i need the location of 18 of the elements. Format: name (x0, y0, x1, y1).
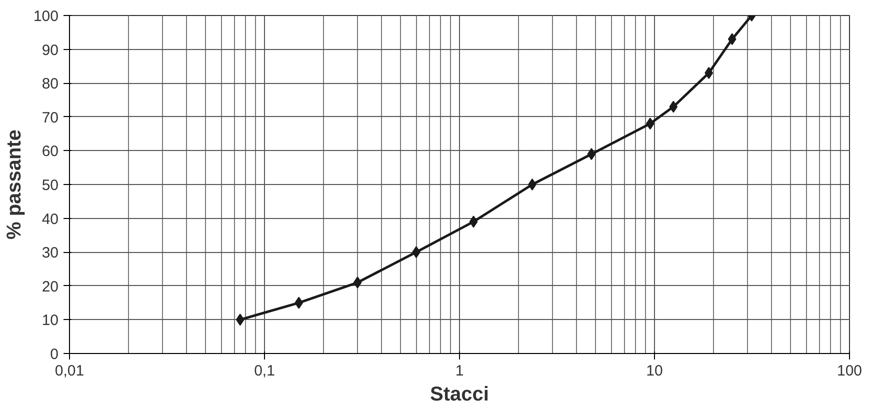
x-tick-label: 0,1 (254, 362, 275, 380)
y-tick-label: 100 (33, 8, 59, 25)
x-tick-label: 100 (836, 362, 862, 380)
y-tick-label: 40 (42, 210, 59, 228)
y-tick-label: 50 (42, 177, 59, 194)
y-tick-label: 30 (42, 244, 59, 262)
x-tick-label: 1 (455, 362, 464, 380)
y-tick-label: 60 (42, 143, 59, 160)
y-tick-label: 80 (42, 76, 59, 93)
y-axis-title: % passante (3, 129, 26, 240)
y-tick-label: 0 (50, 346, 58, 363)
x-tick-label: 10 (646, 362, 663, 380)
y-tick-label: 20 (42, 278, 59, 296)
y-tick-label: 10 (42, 312, 59, 330)
x-axis-title: Stacci (430, 384, 489, 406)
x-tick-label: 0,01 (54, 362, 84, 380)
y-tick-label: 70 (42, 109, 59, 126)
y-tick-label: 90 (42, 42, 59, 59)
